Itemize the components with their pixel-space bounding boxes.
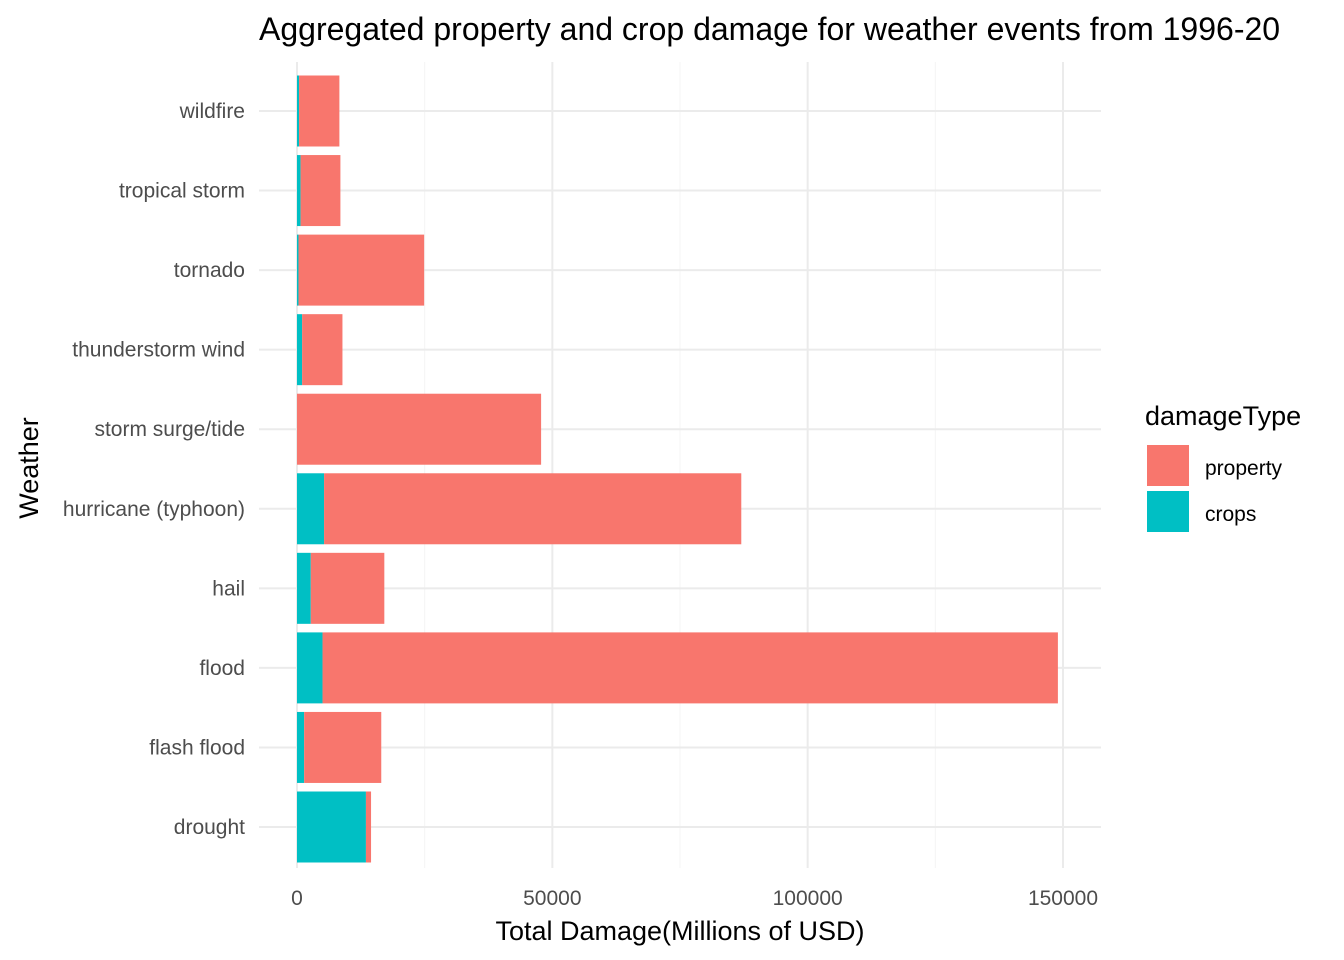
x-tick-label: 100000 xyxy=(773,887,843,910)
x-axis-title: Total Damage(Millions of USD) xyxy=(495,916,864,946)
y-tick-label: hail xyxy=(212,577,245,600)
bar-crops-tropical-storm xyxy=(297,155,301,227)
y-tick-label: tornado xyxy=(174,259,245,282)
bar-property-tropical-storm xyxy=(300,155,341,227)
bar-property-flood xyxy=(322,632,1058,704)
chart-title: Aggregated property and crop damage for … xyxy=(259,11,1280,47)
x-axis-tick-labels: 0 50000 100000 150000 xyxy=(291,887,1098,910)
bar-property-wildfire xyxy=(299,75,340,147)
x-tick-label: 150000 xyxy=(1028,887,1098,910)
bar-crops-wildfire xyxy=(297,75,300,147)
y-tick-label: tropical storm xyxy=(119,180,245,203)
y-axis-tick-labels: wildfire tropical storm tornado thunderstor… xyxy=(63,100,245,839)
y-tick-label: drought xyxy=(174,816,245,839)
bar-property-storm-surge-tide xyxy=(297,393,542,465)
bar-crops-hurricane-typhoon xyxy=(297,473,325,545)
legend-label-property: property xyxy=(1205,457,1283,480)
y-tick-label: hurricane (typhoon) xyxy=(63,498,245,521)
y-tick-label: flood xyxy=(199,657,245,680)
y-tick-label: storm surge/tide xyxy=(94,418,245,441)
bar-crops-tornado xyxy=(297,234,299,306)
bar-property-flash-flood xyxy=(304,711,382,783)
bar-property-thunderstorm-wind xyxy=(302,314,343,386)
bar-property-drought xyxy=(365,791,372,863)
bar-crops-hail xyxy=(297,552,311,624)
legend: damageType property crops xyxy=(1145,401,1301,532)
grid xyxy=(259,62,1101,868)
legend-title: damageType xyxy=(1145,401,1301,431)
y-tick-label: thunderstorm wind xyxy=(72,339,245,362)
y-tick-label: flash flood xyxy=(149,736,245,759)
x-tick-label: 50000 xyxy=(523,887,581,910)
legend-key-crops xyxy=(1147,491,1189,532)
bar-crops-drought xyxy=(297,791,366,863)
y-tick-label: wildfire xyxy=(179,100,245,123)
x-tick-label: 0 xyxy=(291,887,303,910)
bar-crops-flood xyxy=(297,632,323,704)
legend-key-property xyxy=(1147,445,1189,486)
y-axis-title: Weather xyxy=(14,417,44,519)
bar-property-hurricane-typhoon xyxy=(324,473,742,545)
bar-crops-thunderstorm-wind xyxy=(297,314,303,386)
bars xyxy=(297,75,1058,863)
bar-property-tornado xyxy=(298,234,425,306)
legend-label-crops: crops xyxy=(1205,503,1256,526)
bar-crops-flash-flood xyxy=(297,711,305,783)
bar-property-hail xyxy=(310,552,385,624)
